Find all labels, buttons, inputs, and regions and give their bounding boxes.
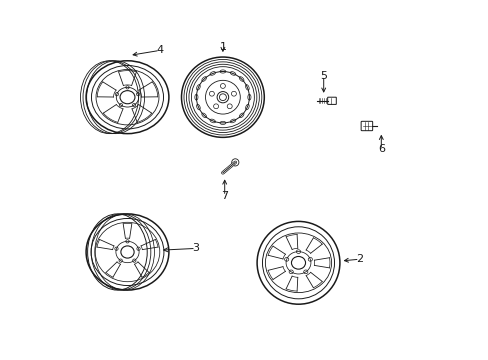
Text: 1: 1: [219, 42, 226, 52]
Text: 6: 6: [377, 144, 384, 154]
Text: 7: 7: [221, 191, 228, 201]
Text: 4: 4: [156, 45, 163, 55]
Text: 2: 2: [355, 254, 363, 264]
Text: 5: 5: [320, 71, 326, 81]
Text: 3: 3: [192, 243, 199, 253]
